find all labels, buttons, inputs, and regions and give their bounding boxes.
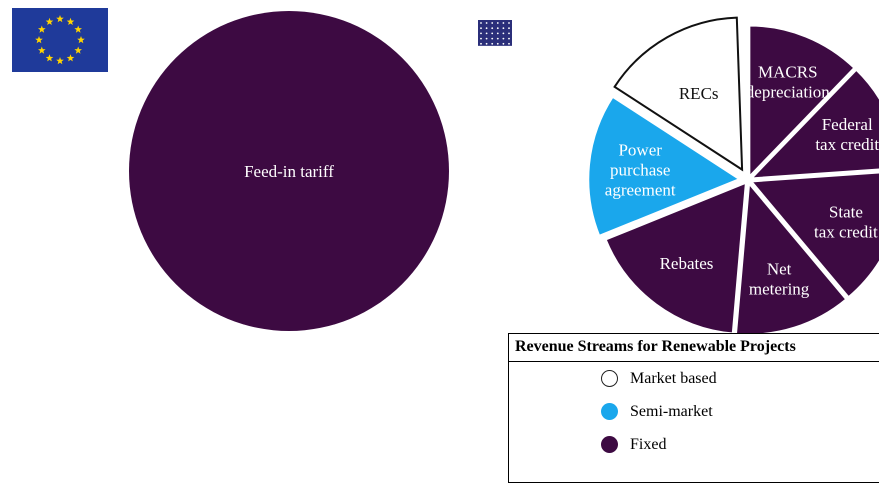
slice-label-line: MACRS	[758, 62, 818, 81]
slice-label-macrs-depreciation: MACRS depreciation	[746, 62, 831, 101]
slice-label-line: tax credit	[815, 135, 879, 154]
eu-star-icon	[56, 15, 64, 23]
eu-star-icon	[66, 17, 75, 26]
us-canton	[478, 20, 512, 46]
eu-star-icon	[38, 25, 46, 33]
us-star-icon	[485, 32, 488, 35]
legend-label-semi-market: Semi-market	[630, 402, 713, 420]
us-star-icon	[491, 22, 494, 24]
eu-star-icon	[45, 17, 54, 26]
us-star-icon	[496, 22, 499, 24]
legend-swatch-fixed	[601, 436, 618, 453]
eu-star-icon	[45, 54, 54, 62]
pie-slice-rebates	[603, 180, 748, 336]
slice-label-line: depreciation	[746, 82, 831, 101]
us-star-icon	[502, 32, 505, 35]
slice-label-line: agreement	[605, 181, 676, 200]
legend-item-fixed: Fixed	[509, 428, 879, 461]
eu-star-icon	[66, 54, 75, 62]
eu-star-icon	[56, 57, 64, 65]
us-star-icon	[502, 27, 505, 30]
us-star-icon	[491, 37, 494, 40]
us-star-icon	[491, 32, 494, 35]
slice-label-line: State	[829, 203, 863, 222]
us-star-icon	[496, 37, 499, 40]
us-star-icon	[496, 42, 499, 45]
us-star-icon	[480, 32, 482, 35]
slice-label-line: Federal	[822, 115, 873, 134]
slice-label-line: tax credit	[814, 223, 878, 242]
slice-label-power-purchase-agreement: Power purchase agreement	[605, 141, 676, 200]
pie-slice-power-purchase-agreement	[586, 94, 743, 238]
legend-item-market-based: Market based	[509, 362, 879, 395]
us-star-icon	[508, 37, 510, 40]
us-star-icon	[508, 22, 510, 24]
legend-label-market-based: Market based	[630, 369, 717, 387]
us-star-icon	[496, 27, 499, 30]
pie-slice-federal-tax-credit	[747, 67, 879, 181]
slice-label-line: metering	[749, 280, 810, 299]
us-star-icon	[491, 42, 494, 45]
slice-label-line: purchase	[610, 161, 670, 180]
us-star-icon	[485, 27, 488, 30]
pie-slice-state-tax-credit	[748, 170, 879, 300]
us-star-icon	[502, 22, 505, 24]
slice-label-line: Rebates	[660, 254, 714, 273]
us-star-icon	[496, 32, 499, 35]
eu-flag-icon	[12, 8, 108, 72]
pie-slice-feed-in-tariff	[129, 11, 449, 331]
us-star-icon	[480, 22, 482, 24]
eu-star-icon	[38, 46, 46, 54]
eu-star-icon	[77, 36, 85, 44]
eu-star-icon	[74, 46, 82, 54]
us-star-icon	[485, 42, 488, 45]
slice-label-net-metering: Net metering	[749, 260, 810, 299]
slice-label-recs: RECs	[679, 84, 719, 103]
slice-label-line: RECs	[679, 84, 719, 103]
legend-title: Revenue Streams for Renewable Projects	[509, 334, 879, 362]
us-star-icon	[508, 27, 510, 30]
us-star-icon	[480, 37, 482, 40]
slice-label-state-tax-credit: State tax credit	[814, 203, 878, 242]
slice-label-rebates: Rebates	[660, 254, 714, 273]
legend-swatch-market-based	[601, 370, 618, 387]
slice-label-feed-in-tariff: Feed-in tariff	[244, 162, 334, 181]
us-star-icon	[485, 22, 488, 24]
us-star-icon	[508, 42, 510, 45]
legend-item-semi-market: Semi-market	[509, 395, 879, 428]
slice-label-line: Net	[767, 260, 792, 279]
legend-label-fixed: Fixed	[630, 435, 667, 453]
us-star-icon	[491, 27, 494, 30]
diagram-canvas: Feed-in tariff RECs MACRS depreciation Fede…	[12, 8, 879, 337]
pie-slice-macrs-depreciation	[747, 23, 857, 181]
left-pie-chart: Feed-in tariff	[129, 11, 449, 331]
slice-label-federal-tax-credit: Federal tax credit	[815, 115, 879, 154]
us-star-icon	[502, 42, 505, 45]
pie-slice-recs	[613, 16, 744, 172]
us-flag-icon	[478, 20, 512, 46]
slice-label-line: Power	[618, 141, 662, 160]
legend-swatch-semi-market	[601, 403, 618, 420]
us-star-icon	[485, 37, 488, 40]
eu-star-icon	[35, 36, 43, 44]
us-star-icon	[508, 32, 510, 35]
eu-star-icon	[74, 25, 82, 33]
legend: Revenue Streams for Renewable Projects M…	[508, 333, 879, 483]
us-star-icon	[480, 27, 482, 30]
us-star-icon	[480, 42, 482, 45]
us-star-icon	[502, 37, 505, 40]
